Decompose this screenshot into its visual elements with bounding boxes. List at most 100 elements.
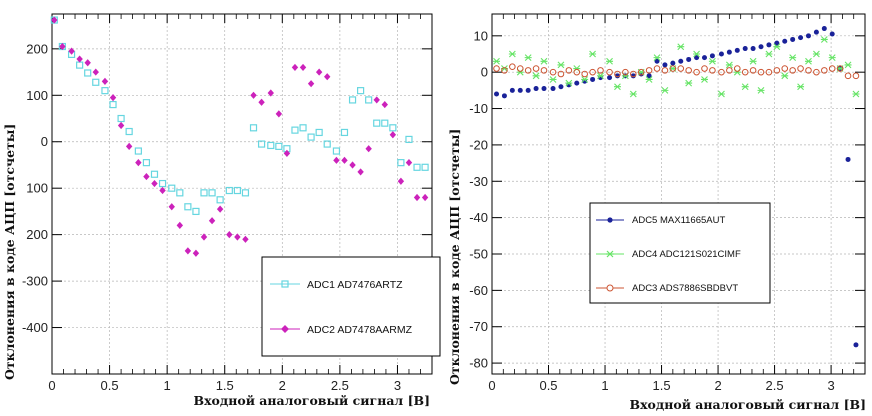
- data-point: [84, 59, 91, 67]
- x-tick-label: 0: [488, 378, 495, 393]
- data-point: [208, 217, 216, 225]
- y-tick-label: -10: [469, 101, 488, 116]
- data-point: [226, 231, 233, 239]
- data-point: [550, 86, 556, 92]
- data-point: [92, 68, 99, 76]
- data-point: [357, 168, 364, 176]
- data-point: [283, 149, 291, 157]
- data-point: [192, 249, 200, 257]
- series-adc3: [493, 63, 860, 80]
- data-point: [109, 94, 117, 102]
- y-tick-label: -80: [469, 356, 488, 371]
- data-point: [59, 42, 66, 51]
- data-point: [781, 72, 789, 80]
- data-point: [509, 63, 516, 71]
- data-point: [653, 65, 661, 72]
- data-point: [208, 189, 216, 197]
- data-point: [257, 140, 266, 148]
- data-point: [158, 179, 167, 188]
- x-tick-label: 0.5: [539, 378, 557, 393]
- data-point: [805, 33, 811, 39]
- legend-label-adc1: ADC1 AD7476ARTZ: [307, 279, 403, 291]
- data-point: [125, 127, 133, 136]
- data-point: [421, 193, 429, 202]
- data-point: [765, 68, 773, 76]
- data-point: [709, 53, 715, 59]
- data-point: [844, 72, 852, 80]
- data-point: [365, 145, 372, 153]
- data-point: [717, 90, 725, 98]
- data-point: [493, 57, 501, 65]
- y-tick-label: -300: [22, 274, 48, 289]
- data-point: [606, 57, 614, 65]
- data-point: [389, 131, 397, 139]
- data-point: [92, 78, 100, 86]
- x-tick-label: 3: [394, 378, 401, 393]
- data-point: [782, 38, 788, 44]
- data-point: [549, 68, 557, 76]
- data-point: [853, 342, 859, 348]
- data-point: [646, 73, 652, 79]
- data-point: [701, 65, 708, 72]
- data-point: [790, 36, 796, 42]
- data-point: [757, 86, 765, 94]
- data-point: [397, 159, 405, 167]
- data-point: [645, 76, 653, 83]
- data-point: [241, 189, 250, 197]
- data-point: [413, 193, 421, 202]
- x-tick-label: 1: [601, 378, 608, 393]
- data-point: [421, 163, 429, 171]
- data-point: [234, 233, 241, 241]
- data-point: [677, 43, 685, 51]
- data-point: [629, 70, 637, 78]
- data-point: [607, 75, 613, 81]
- data-point: [525, 87, 531, 93]
- data-point: [661, 67, 669, 74]
- data-point: [645, 67, 653, 74]
- data-point: [258, 98, 265, 106]
- data-point: [250, 91, 257, 99]
- data-point: [694, 55, 700, 61]
- axis-ticks-left: 0 0.5 1 1.5 2 2.5 3 200 100 0 100 200 -300 -400: [22, 14, 432, 393]
- data-point: [557, 61, 565, 69]
- data-point: [405, 159, 413, 167]
- x-tick-label: 1: [164, 378, 171, 393]
- y-tick-label: -70: [469, 319, 488, 334]
- axis-ticks-right: 0 0.5 1 1.5 2 2.5 3 10 0 -10 -20 -30 -40 -50 -60 -70 -80: [469, 14, 865, 393]
- data-point: [828, 54, 836, 62]
- data-point: [797, 65, 804, 72]
- x-tick-label: 2.5: [766, 378, 784, 393]
- data-point: [614, 73, 620, 79]
- x-tick-label: 2: [714, 378, 721, 393]
- data-point: [766, 42, 772, 48]
- data-point: [307, 133, 315, 141]
- data-point: [565, 79, 573, 87]
- data-point: [549, 76, 557, 83]
- data-point: [742, 46, 748, 52]
- data-point: [216, 205, 224, 213]
- y-tick-label: -40: [469, 210, 488, 225]
- data-point: [614, 70, 621, 78]
- legend-box-left: [261, 256, 441, 357]
- x-axis-title-left: Входной аналоговый сигнал [В]: [194, 393, 430, 408]
- data-point: [117, 114, 125, 123]
- data-point: [275, 110, 283, 118]
- data-point: [216, 196, 224, 204]
- data-point: [685, 67, 692, 74]
- data-points-right: [493, 26, 860, 348]
- legend-left: ADC1 AD7476ARTZ ADC2 AD7478AARMZ: [261, 256, 441, 357]
- data-point: [299, 124, 307, 132]
- data-point: [718, 51, 724, 57]
- data-point: [693, 68, 700, 76]
- legend-label-adc4: ADC4 ADC121S021CIMF: [632, 249, 741, 260]
- data-point: [142, 159, 151, 167]
- x-tick-label: 0: [48, 378, 55, 393]
- data-point: [669, 65, 677, 72]
- data-point: [828, 65, 836, 72]
- data-point: [565, 67, 573, 74]
- data-point: [373, 119, 381, 127]
- grid-right: [492, 14, 865, 374]
- data-point: [176, 189, 184, 197]
- chart-right: 0 0.5 1 1.5 2 2.5 3 10 0 -10 -20 -30 -40 -50 -60 -70 -80…: [447, 13, 866, 412]
- legend-marker-adc5: [607, 217, 613, 223]
